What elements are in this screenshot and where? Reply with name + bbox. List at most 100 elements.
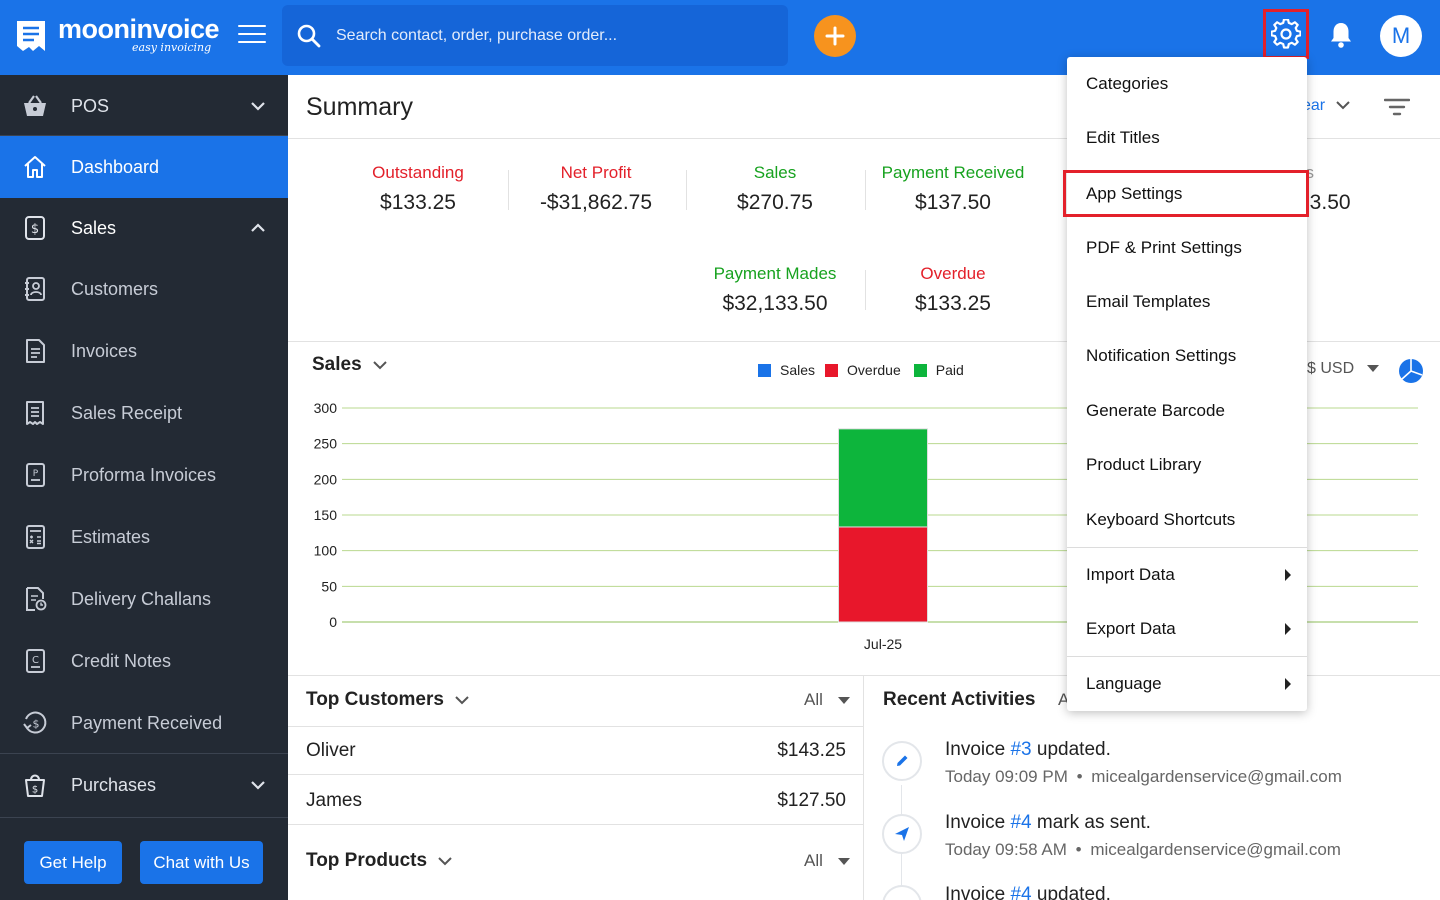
- sidebar-item-label: Estimates: [71, 526, 151, 547]
- search-input[interactable]: [336, 19, 766, 53]
- filter-label: All: [804, 851, 823, 870]
- sidebar-item-proforma-invoices[interactable]: P Proforma Invoices: [0, 444, 288, 506]
- menu-item-generate-barcode[interactable]: Generate Barcode: [1086, 401, 1225, 420]
- get-help-button[interactable]: Get Help: [24, 841, 122, 884]
- customer-amount: $127.50: [777, 790, 846, 811]
- menu-item-product-library[interactable]: Product Library: [1086, 455, 1202, 474]
- sidebar-item-payment-received[interactable]: $ Payment Received: [0, 692, 288, 754]
- sales-chart-title[interactable]: Sales: [312, 354, 387, 376]
- activity-suffix: mark as sent.: [1031, 812, 1151, 833]
- sidebar-item-customers[interactable]: Customers: [0, 258, 288, 320]
- customer-amount: $143.25: [777, 740, 846, 761]
- recent-activities-filter[interactable]: A: [1058, 690, 1070, 709]
- legend-swatch-paid: [913, 363, 927, 377]
- menu-item-edit-titles[interactable]: Edit Titles: [1086, 128, 1160, 147]
- menu-item-keyboard-shortcuts[interactable]: Keyboard Shortcuts: [1086, 510, 1236, 529]
- metric-label: Net Profit: [560, 163, 632, 182]
- pie-chart-toggle[interactable]: [1398, 358, 1424, 389]
- activity-suffix: updated.: [1031, 739, 1111, 760]
- currency-select[interactable]: $ USD: [1307, 360, 1379, 378]
- metric-label: Payment Received: [881, 163, 1025, 182]
- svg-text:$: $: [31, 222, 39, 237]
- menu-item-export-data[interactable]: Export Data: [1067, 602, 1307, 656]
- sidebar-item-estimates[interactable]: Estimates: [0, 506, 288, 568]
- y-tick-label: 250: [314, 436, 338, 452]
- activity-title[interactable]: Invoice #4 updated.: [945, 884, 1111, 900]
- submenu-arrow-icon: [1285, 569, 1291, 581]
- search-bar: [282, 5, 788, 66]
- activity-link[interactable]: #3: [1010, 739, 1032, 760]
- contacts-icon: [25, 277, 45, 301]
- sidebar-item-purchases[interactable]: $ Purchases: [0, 754, 288, 816]
- activity-title[interactable]: Invoice #4 mark as sent.: [945, 812, 1151, 834]
- metric-outstanding[interactable]: Outstanding $133.25: [329, 163, 507, 215]
- legend-swatch-overdue: [825, 363, 839, 377]
- activity-meta: Today 09:09 PM • micealgardenservice@gma…: [945, 767, 1342, 787]
- activity-link[interactable]: #4: [1010, 884, 1032, 900]
- settings-button[interactable]: [1263, 9, 1309, 59]
- top-customers-filter[interactable]: All: [804, 690, 850, 710]
- menu-item-app-settings[interactable]: App Settings: [1063, 170, 1309, 217]
- customer-name[interactable]: Oliver: [306, 740, 356, 761]
- sidebar-item-label: POS: [71, 95, 110, 116]
- sidebar-item-sales[interactable]: $ Sales: [0, 197, 288, 259]
- payment-icon: $: [23, 711, 47, 734]
- sidebar-item-delivery-challans[interactable]: Delivery Challans: [0, 568, 288, 630]
- metric-bills[interactable]: lls 33.50: [1298, 163, 1378, 215]
- app-logo[interactable]: mooninvoice easy invoicing: [14, 14, 224, 62]
- year-filter[interactable]: ear: [1302, 97, 1350, 115]
- top-products-title-label: Top Products: [306, 850, 428, 871]
- notifications-button[interactable]: [1326, 20, 1356, 50]
- customer-name[interactable]: James: [306, 790, 362, 811]
- menu-item-pdf-print-settings[interactable]: PDF & Print Settings: [1086, 238, 1242, 257]
- page-title: Summary: [306, 93, 413, 121]
- activity-prefix: Invoice: [945, 812, 1011, 833]
- bar-segment-overdue: [838, 526, 928, 623]
- divider: [863, 675, 864, 900]
- top-products-title[interactable]: Top Products: [306, 850, 453, 872]
- sidebar-item-label: Delivery Challans: [71, 588, 212, 609]
- menu-item-notification-settings[interactable]: Notification Settings: [1086, 346, 1237, 365]
- metric-payment-mades[interactable]: Payment Mades $32,133.50: [686, 264, 864, 316]
- sidebar-divider: [0, 817, 288, 818]
- activity-email: micealgardenservice@gmail.com: [1090, 840, 1341, 859]
- top-customers-title[interactable]: Top Customers: [306, 689, 469, 711]
- sidebar-item-credit-notes[interactable]: C Credit Notes: [0, 630, 288, 692]
- chevron-up-icon: [251, 223, 265, 232]
- menu-item-language[interactable]: Language: [1067, 657, 1307, 711]
- sidebar-item-label: Purchases: [71, 774, 157, 795]
- metric-overdue[interactable]: Overdue $133.25: [864, 264, 1042, 316]
- plus-icon: [825, 26, 845, 46]
- home-icon: [24, 156, 46, 178]
- svg-text:P: P: [33, 469, 39, 479]
- menu-toggle-icon[interactable]: [238, 25, 266, 47]
- submenu-arrow-icon: [1285, 623, 1291, 635]
- divider: [686, 170, 687, 210]
- metric-net-profit[interactable]: Net Profit -$31,862.75: [507, 163, 685, 215]
- chat-with-us-button[interactable]: Chat with Us: [140, 841, 263, 884]
- metric-sales[interactable]: Sales $270.75: [686, 163, 864, 215]
- menu-item-email-templates[interactable]: Email Templates: [1086, 292, 1211, 311]
- menu-item-import-data[interactable]: Import Data: [1067, 548, 1307, 602]
- user-avatar[interactable]: M: [1380, 15, 1422, 57]
- top-products-filter[interactable]: All: [804, 851, 850, 871]
- menu-item-categories[interactable]: Categories: [1086, 74, 1169, 93]
- bullet-icon: •: [1076, 767, 1083, 786]
- activity-title[interactable]: Invoice #3 updated.: [945, 739, 1111, 761]
- divider: [508, 170, 509, 210]
- activity-link[interactable]: #4: [1010, 812, 1032, 833]
- sidebar-item-dashboard[interactable]: Dashboard: [0, 136, 288, 198]
- sidebar-item-sales-receipt[interactable]: Sales Receipt: [0, 382, 288, 444]
- sidebar-item-pos[interactable]: POS: [0, 75, 288, 137]
- bell-icon: [1331, 23, 1351, 48]
- activity-icon: [882, 741, 922, 781]
- add-new-button[interactable]: [814, 15, 856, 57]
- metric-payment-received[interactable]: Payment Received $137.50: [864, 163, 1042, 215]
- y-tick-label: 150: [314, 507, 338, 523]
- chevron-down-icon: [1335, 101, 1350, 110]
- sidebar-divider: [0, 753, 288, 754]
- filter-icon[interactable]: [1383, 97, 1411, 122]
- recent-activities-title: Recent Activities: [883, 689, 1036, 710]
- sidebar-item-invoices[interactable]: Invoices: [0, 320, 288, 382]
- menu-item-label: Language: [1086, 674, 1162, 693]
